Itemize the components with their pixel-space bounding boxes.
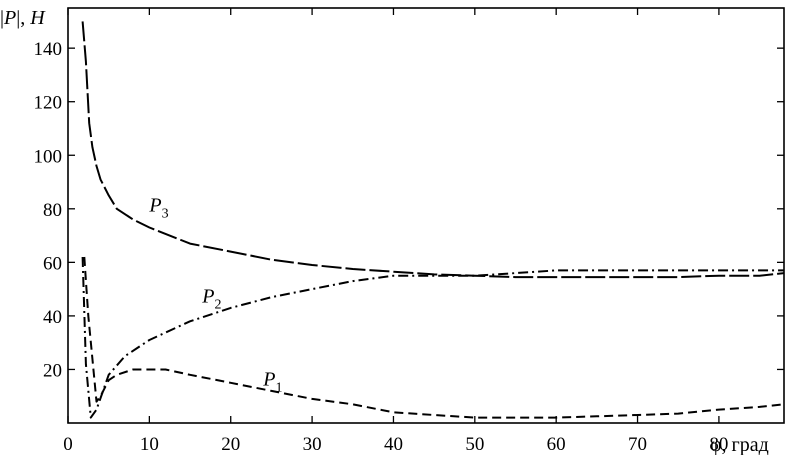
plot-frame [67,7,785,424]
y-tick-label: 60 [43,253,62,274]
y-tick-label: 20 [43,360,62,381]
x-tick-label: 10 [140,434,159,455]
x-tick-label: 80 [709,434,728,455]
x-tick-label: 70 [628,434,647,455]
y-tick-label: 120 [34,93,63,114]
series-line-p1 [83,256,785,419]
x-tick-label: 0 [63,434,73,455]
y-tick-label: 40 [43,307,62,328]
y-tick-label: 140 [34,39,63,60]
y-tick-label: 80 [43,200,62,221]
series-line-p3 [81,21,785,279]
y-tick-label: 100 [34,146,63,167]
series-labels: P1 P2 P3 [148,194,282,395]
x-tick-label: 50 [465,434,484,455]
series-label-p3: P3 [148,194,168,221]
x-tick-label: 20 [221,434,240,455]
x-tick-label: 60 [547,434,566,455]
ticks: 0 10 20 30 40 50 60 70 80 20 40 60 80 100 120 140 [34,8,784,455]
series-line-p2 [81,256,784,419]
x-tick-label: 30 [303,434,322,455]
series-label-p1: P1 [262,369,282,396]
y-axis-title: |P|, H [0,7,46,29]
x-axis-title: φ, град [710,434,769,455]
series-group [81,21,785,419]
x-tick-label: 40 [384,434,403,455]
series-label-p2: P2 [201,286,221,313]
